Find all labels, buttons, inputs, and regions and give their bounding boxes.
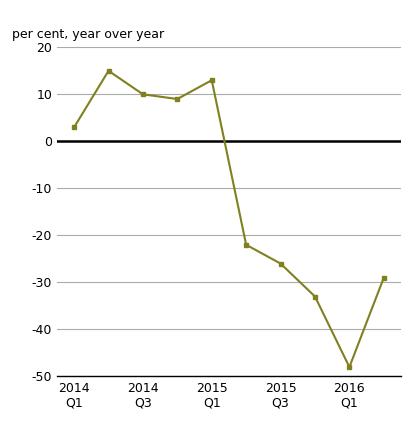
- Text: per cent, year over year: per cent, year over year: [12, 28, 164, 41]
